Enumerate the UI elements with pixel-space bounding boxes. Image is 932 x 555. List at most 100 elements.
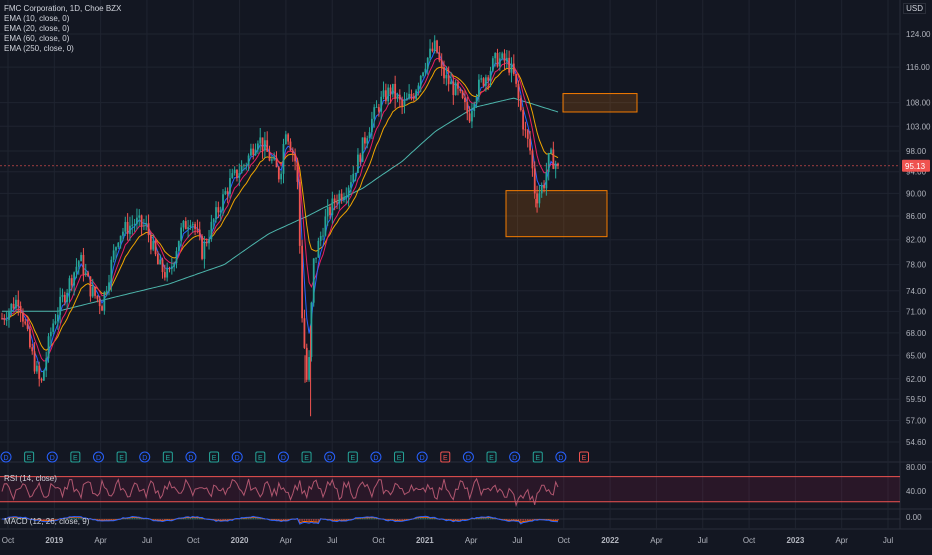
legend-ema-60[interactable]: EMA (60, close, 0) [4,34,121,44]
candle-body [145,223,147,225]
candle-body [494,53,496,58]
earnings-marker[interactable]: E [302,452,311,462]
candle-body [508,58,510,73]
dividend-marker[interactable]: D [1,452,11,462]
candle-body [501,53,503,58]
candle-body [92,287,94,296]
candle-body [324,216,326,235]
macd-label[interactable]: MACD (12, 26, close, 9) [4,517,89,526]
candle-body [327,207,329,216]
dividend-marker[interactable]: D [140,452,150,462]
candle-body [24,322,26,324]
candle-body [518,84,520,98]
candle-body [390,88,392,95]
candle-body [334,199,336,203]
earnings-marker[interactable]: E [256,452,265,462]
earnings-marker[interactable]: E [71,452,80,462]
earnings-marker[interactable]: E [580,452,589,462]
macd-histogram-bar [487,518,489,519]
macd-histogram-bar [304,519,306,521]
legend-ema-250[interactable]: EMA (250, close, 0) [4,44,121,54]
time-tick-label: Oct [743,536,756,545]
candle-body [408,94,410,99]
macd-histogram-bar [485,518,487,519]
earnings-marker[interactable]: E [441,452,450,462]
macd-histogram-bar [311,519,313,521]
dividend-marker[interactable]: D [278,452,288,462]
candle-body [234,170,236,173]
candle-body [317,241,319,258]
earnings-marker[interactable]: E [487,452,496,462]
earnings-marker[interactable]: E [25,452,34,462]
candle-body [101,306,103,311]
candle-body [94,287,96,296]
earnings-marker[interactable]: E [163,452,172,462]
candle-body [131,225,133,226]
candle-body [424,69,426,73]
candle-body [359,155,361,162]
candle-body [538,193,540,203]
event-letter: E [443,455,448,462]
candle-body [80,255,82,261]
dividend-marker[interactable]: D [510,452,520,462]
dividend-marker[interactable]: D [325,452,335,462]
event-letter: D [373,455,378,462]
earnings-marker[interactable]: E [533,452,542,462]
dividend-marker[interactable]: D [417,452,427,462]
candle-body [466,102,468,113]
earnings-marker[interactable]: E [210,452,219,462]
candle-body [452,82,454,95]
earnings-marker[interactable]: E [348,452,357,462]
macd-histogram-bar [250,518,252,519]
rsi-label[interactable]: RSI (14, close) [4,474,57,483]
candle-body [427,58,429,69]
event-letter: D [512,455,517,462]
candle-body [543,185,545,188]
time-tick-label: 2021 [416,536,434,545]
candle-body [401,100,403,106]
earnings-marker[interactable]: E [395,452,404,462]
candle-body [383,90,385,96]
candle-body [1,318,3,319]
macd-histogram-bar [334,519,336,520]
symbol-title[interactable]: FMC Corporation, 1D, Choe BZX [4,4,121,14]
candle-body [355,173,357,174]
time-tick-label: 2019 [45,536,63,545]
currency-label[interactable]: USD [903,3,926,14]
dividend-marker[interactable]: D [371,452,381,462]
candle-body [406,99,408,101]
price-tick-label: 124.00 [906,30,931,39]
dividend-marker[interactable]: D [232,452,242,462]
dividend-marker[interactable]: D [186,452,196,462]
candle-body [308,357,310,380]
candle-body [220,211,222,213]
event-letter: D [281,455,286,462]
candle-body [369,132,371,138]
candle-body [515,74,517,84]
earnings-marker[interactable]: E [117,452,126,462]
candle-body [22,313,24,322]
legend-ema-10[interactable]: EMA (10, close, 0) [4,14,121,24]
candle-body [55,321,57,323]
candle-body [413,97,415,99]
dividend-marker[interactable]: D [463,452,473,462]
dividend-marker[interactable]: D [93,452,103,462]
zone-support [506,191,607,237]
macd-histogram-bar [185,518,187,519]
macd-histogram-bar [557,519,559,520]
candle-body [85,272,87,274]
candle-body [110,260,112,283]
candle-body [73,272,75,285]
dividend-marker[interactable]: D [556,452,566,462]
legend-ema-20[interactable]: EMA (20, close, 0) [4,24,121,34]
candle-body [15,300,17,309]
candle-body [287,134,289,141]
candle-body [269,152,271,161]
candle-body [38,366,40,379]
macd-histogram-bar [199,518,201,519]
dividend-marker[interactable]: D [47,452,57,462]
event-letter: E [166,455,171,462]
macd-histogram-bar [129,518,131,519]
